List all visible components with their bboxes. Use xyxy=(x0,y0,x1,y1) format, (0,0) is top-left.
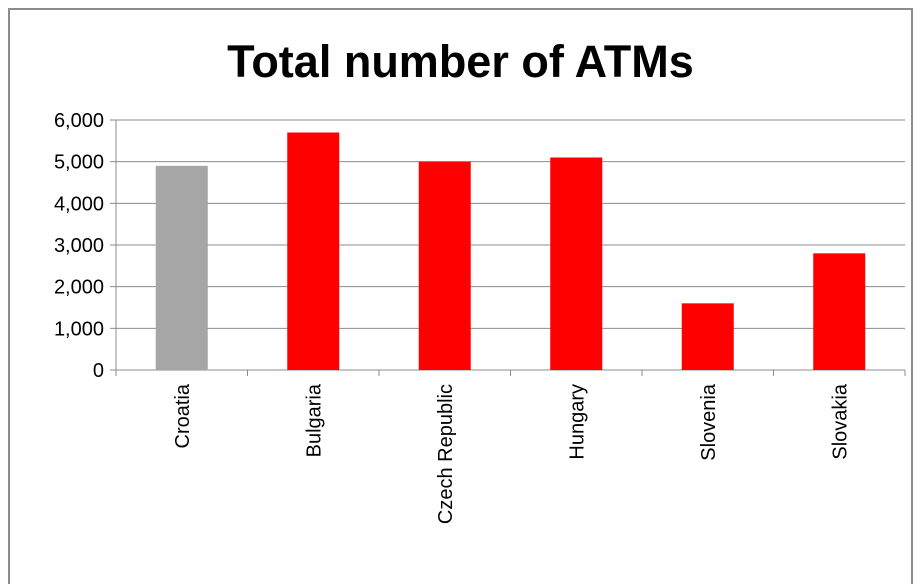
x-tick-label: Slovenia xyxy=(698,383,720,461)
chart-title: Total number of ATMs xyxy=(227,36,694,87)
y-axis-ticks: 0 1,000 2,000 3,000 4,000 5,000 6,000 xyxy=(54,110,104,382)
bar-slovenia xyxy=(681,303,734,370)
bars xyxy=(155,132,866,370)
y-tick-label: 3,000 xyxy=(54,235,104,257)
y-tick-label: 2,000 xyxy=(54,277,104,299)
x-tick-label: Bulgaria xyxy=(303,383,325,457)
x-tick-label: Czech Republic xyxy=(435,384,457,524)
bar-slovakia xyxy=(813,253,866,370)
x-tick-label: Croatia xyxy=(172,383,194,448)
x-tick-label: Slovakia xyxy=(829,383,851,459)
y-tick-label: 0 xyxy=(93,360,104,382)
bar-hungary xyxy=(550,157,603,370)
gridlines xyxy=(110,119,906,376)
y-tick-label: 4,000 xyxy=(54,193,104,215)
bar-czech-republic xyxy=(418,161,471,370)
x-tick-label: Hungary xyxy=(566,384,588,460)
bar-bulgaria xyxy=(287,132,340,370)
y-tick-label: 1,000 xyxy=(54,318,104,340)
y-tick-label: 6,000 xyxy=(54,110,104,132)
x-axis-ticks: Croatia Bulgaria Czech Republic Hungary Slov… xyxy=(172,383,852,524)
bar-croatia xyxy=(155,165,208,370)
y-tick-label: 5,000 xyxy=(54,152,104,174)
